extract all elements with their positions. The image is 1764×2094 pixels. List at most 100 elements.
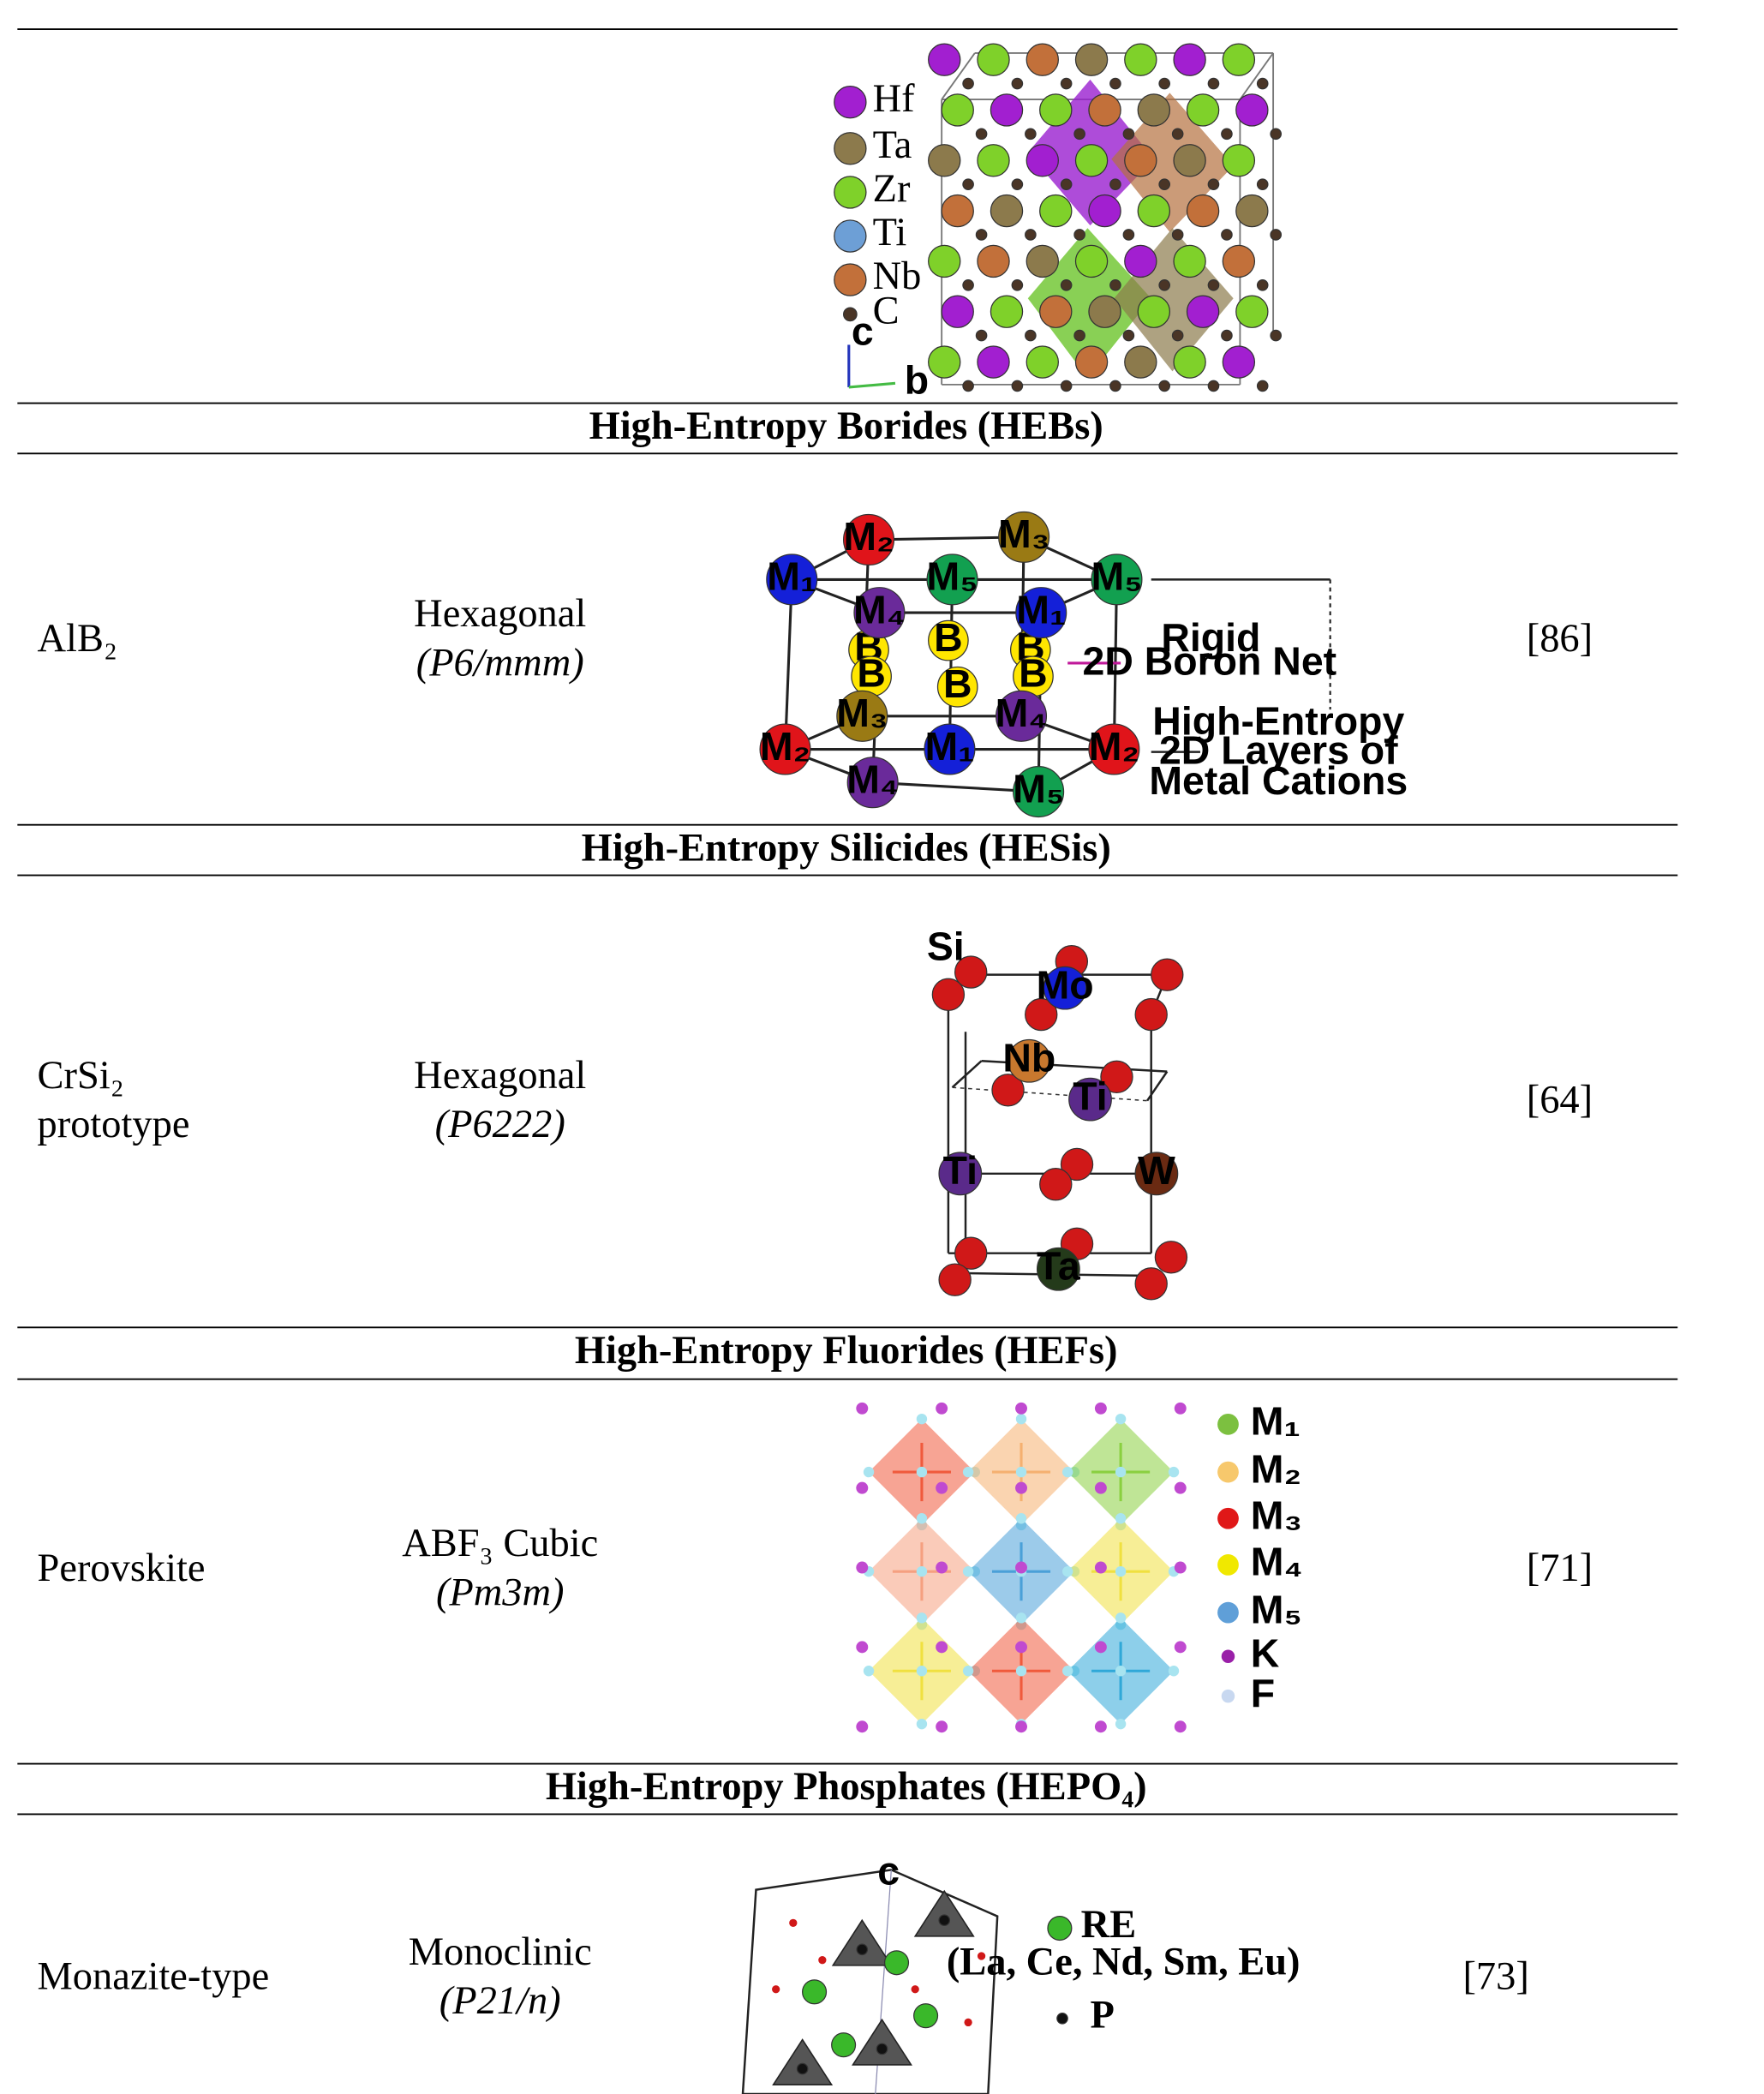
atom xyxy=(1134,1267,1168,1301)
atom xyxy=(991,1074,1025,1107)
atom xyxy=(1134,1152,1179,1196)
atom xyxy=(1015,1641,1027,1654)
atom xyxy=(916,1718,928,1730)
atom xyxy=(1088,295,1121,328)
atom xyxy=(1115,1565,1127,1577)
atom xyxy=(1115,1513,1127,1524)
atom xyxy=(1094,1561,1107,1574)
atom xyxy=(1073,128,1085,141)
atom xyxy=(766,553,818,606)
atom xyxy=(1073,329,1085,342)
atom xyxy=(977,43,1010,76)
crystal-system: (P21/n) xyxy=(440,1979,561,2023)
tetrahedron xyxy=(852,2018,912,2066)
atom xyxy=(1094,1402,1107,1415)
atom-label: M₂ xyxy=(843,514,894,559)
legend-label: Nb xyxy=(873,254,922,298)
atom xyxy=(1015,1413,1027,1425)
atom xyxy=(1186,93,1220,127)
bond xyxy=(872,781,1039,793)
atom-label: M₅ xyxy=(1091,554,1142,599)
atom xyxy=(1039,93,1073,127)
atom xyxy=(1207,278,1220,291)
atom xyxy=(1060,178,1073,190)
atom-label: Ti xyxy=(1073,1074,1107,1118)
bond xyxy=(952,1086,1148,1102)
atom xyxy=(1137,194,1170,228)
atom xyxy=(1036,1247,1080,1291)
atom xyxy=(936,1402,948,1415)
atom xyxy=(1256,77,1269,90)
atom xyxy=(818,1956,827,1965)
atom xyxy=(1174,1481,1187,1494)
atom xyxy=(1222,345,1256,379)
atom xyxy=(834,263,867,296)
atom xyxy=(1171,128,1184,141)
atom xyxy=(836,690,888,742)
atom xyxy=(975,229,988,241)
atom xyxy=(1174,1720,1187,1733)
atom xyxy=(938,1263,972,1296)
atom xyxy=(842,307,858,322)
atom xyxy=(1235,295,1269,328)
atom xyxy=(1168,1666,1180,1677)
section-title: High-Entropy Borides (HEBs) xyxy=(589,404,1103,448)
atom xyxy=(834,219,867,253)
reference-link[interactable]: [73] xyxy=(1462,1955,1528,1999)
legend-swatch xyxy=(1217,1554,1239,1576)
legend-swatch xyxy=(1217,1461,1239,1483)
atom xyxy=(936,1641,948,1654)
legend-label: M₄ xyxy=(1251,1540,1303,1584)
figure-note: High-Entropy xyxy=(1152,698,1404,743)
atom-label: M₅ xyxy=(927,554,978,599)
legend-label: Ta xyxy=(873,123,912,167)
atom xyxy=(977,244,1010,278)
atom xyxy=(1015,1513,1027,1524)
atom xyxy=(1256,278,1269,291)
atom xyxy=(853,587,906,639)
atom-label: Nb xyxy=(1002,1036,1055,1080)
atom xyxy=(1124,345,1157,379)
atom xyxy=(1088,723,1140,775)
atom xyxy=(856,1402,869,1415)
reference-link[interactable]: [64] xyxy=(1527,1078,1593,1122)
atom-label: B xyxy=(1019,651,1048,696)
atom xyxy=(1100,1060,1133,1094)
atom xyxy=(856,1561,869,1574)
atom xyxy=(962,178,974,190)
atom xyxy=(924,723,976,775)
atom xyxy=(1015,1666,1027,1677)
atom xyxy=(863,1666,875,1677)
atom-label: M₄ xyxy=(853,587,906,631)
atom xyxy=(1026,144,1059,177)
atom xyxy=(1171,329,1184,342)
crystal-system: (P6222) xyxy=(435,1103,565,1146)
atom xyxy=(1109,178,1121,190)
reference-link[interactable]: [86] xyxy=(1527,617,1593,661)
atom xyxy=(1134,997,1168,1032)
reference-link[interactable]: [71] xyxy=(1527,1547,1593,1590)
atom xyxy=(796,2062,809,2075)
atom xyxy=(1270,128,1283,141)
atom xyxy=(1122,128,1135,141)
atom xyxy=(802,1979,828,2005)
atom xyxy=(1088,194,1121,228)
atom xyxy=(1173,244,1206,278)
atom xyxy=(916,1666,928,1677)
atom xyxy=(1026,43,1059,76)
atom xyxy=(1094,1720,1107,1733)
atom xyxy=(1068,1077,1112,1122)
atom xyxy=(1173,144,1206,177)
atom xyxy=(938,1152,983,1196)
atom xyxy=(1007,1038,1051,1083)
legend-label: M₁ xyxy=(1251,1399,1301,1444)
atom xyxy=(834,85,867,119)
atom-label: M₄ xyxy=(846,757,899,801)
atom xyxy=(1011,178,1024,190)
atom xyxy=(916,1565,928,1577)
atom xyxy=(1094,1481,1107,1494)
atom xyxy=(1207,380,1220,392)
atom xyxy=(1124,244,1157,278)
